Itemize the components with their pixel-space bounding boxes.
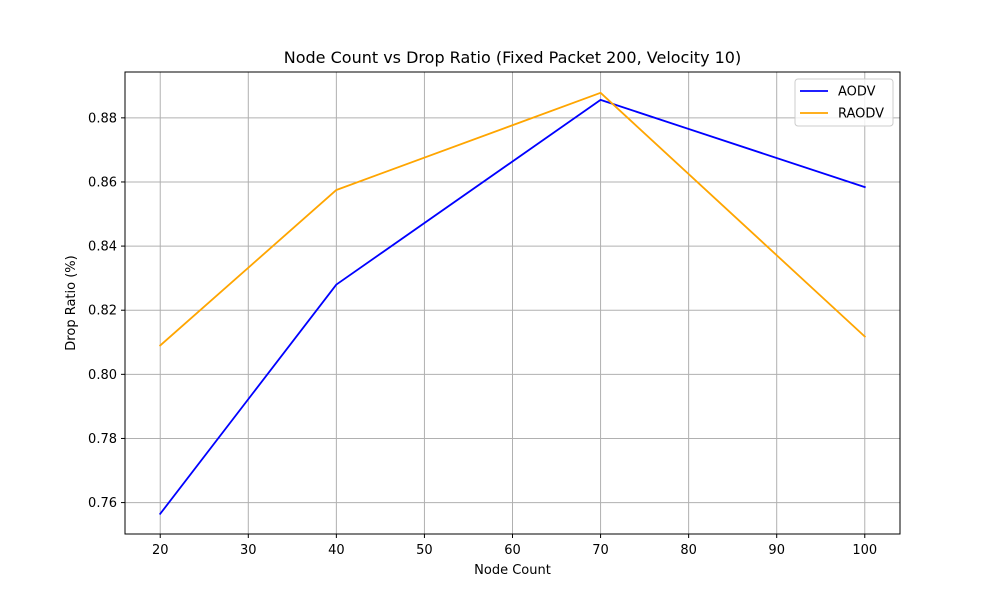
x-tick-label: 40 [328, 543, 345, 558]
y-tick-label: 0.76 [88, 496, 117, 511]
x-tick-label: 50 [416, 543, 433, 558]
x-axis-label: Node Count [474, 563, 551, 578]
legend-label-aodv: AODV [838, 85, 876, 100]
x-tick-label: 70 [592, 543, 609, 558]
y-tick-label: 0.80 [88, 368, 117, 383]
x-tick-label: 80 [680, 543, 697, 558]
x-tick-label: 30 [240, 543, 257, 558]
x-axis-ticks: 20 30 40 50 60 70 80 90 100 [152, 534, 877, 558]
y-axis-label: Drop Ratio (%) [64, 255, 79, 350]
x-tick-label: 20 [152, 543, 169, 558]
x-tick-label: 90 [768, 543, 785, 558]
chart-title: Node Count vs Drop Ratio (Fixed Packet 2… [284, 48, 741, 67]
y-axis-ticks: 0.76 0.78 0.80 0.82 0.84 0.86 0.88 [88, 111, 125, 511]
legend: AODV RAODV [794, 78, 894, 127]
grid-lines [125, 72, 900, 534]
series-lines [158, 91, 867, 516]
y-tick-label: 0.82 [88, 304, 117, 319]
series-line-raodv [158, 91, 867, 347]
legend-label-raodv: RAODV [838, 107, 884, 122]
y-tick-label: 0.88 [88, 111, 117, 126]
series-line-aodv [158, 98, 866, 516]
x-tick-label: 60 [504, 543, 521, 558]
y-tick-label: 0.78 [88, 432, 117, 447]
x-tick-label: 100 [852, 543, 877, 558]
y-tick-label: 0.84 [88, 240, 117, 255]
y-tick-label: 0.86 [88, 175, 117, 190]
